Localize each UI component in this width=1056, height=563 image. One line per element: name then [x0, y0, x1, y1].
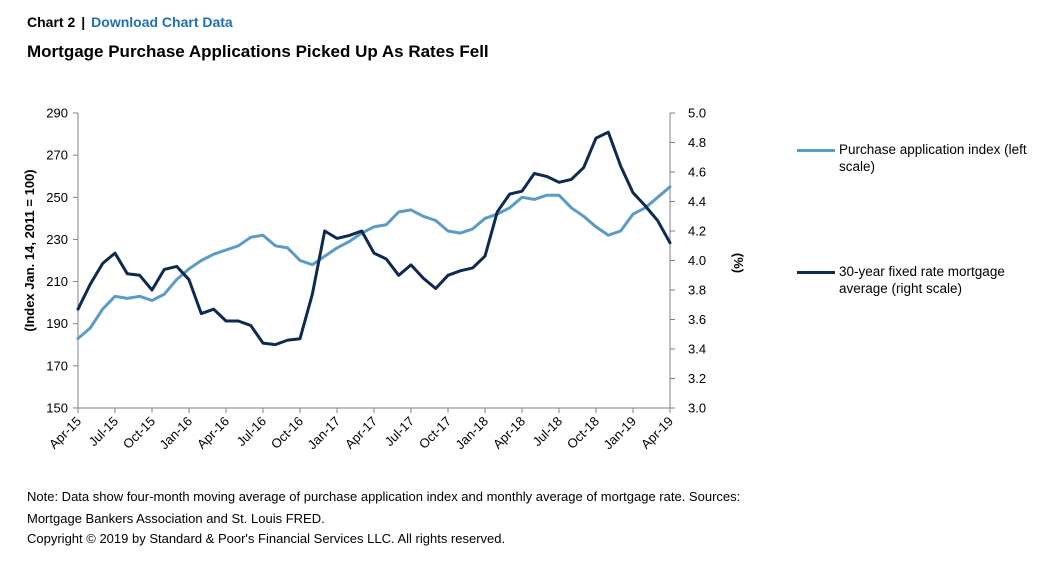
x-tick-label: Jul-15	[85, 414, 121, 450]
y-tick-label-right: 4.2	[688, 224, 706, 239]
x-tick-label: Jul-16	[233, 414, 269, 450]
x-tick-label: Jul-17	[381, 414, 417, 450]
y-tick-label-right: 4.6	[688, 165, 706, 180]
y-tick-label-right: 5.0	[688, 106, 706, 121]
legend-swatch-mortgage-rate	[797, 271, 835, 274]
x-tick-label: Apr-15	[46, 414, 84, 452]
y-tick-label-right: 4.4	[688, 194, 706, 209]
chart-number: Chart 2	[27, 14, 76, 30]
y-tick-label-right: 3.8	[688, 283, 706, 298]
legend-label-mortgage-rate: 30-year fixed rate mortgage average (rig…	[839, 264, 1005, 296]
y-tick-label-right: 4.8	[688, 135, 706, 150]
legend-label-purchase-index: Purchase application index (left scale)	[839, 142, 1027, 174]
y-tick-label-right: 3.4	[688, 342, 706, 357]
y-tick-label-right: 4.0	[688, 253, 706, 268]
y-tick-label-left: 230	[46, 232, 68, 247]
x-tick-label: Oct-18	[564, 414, 602, 452]
x-tick-label: Jan-16	[156, 414, 195, 453]
y-tick-label-left: 270	[46, 148, 68, 163]
y-tick-label-left: 170	[46, 358, 68, 373]
x-tick-label: Jan-17	[304, 414, 343, 453]
x-tick-label: Oct-15	[120, 414, 158, 452]
y-tick-label-right: 3.6	[688, 312, 706, 327]
chart-header: Chart 2 | Download Chart Data	[27, 14, 233, 30]
y-tick-label-left: 190	[46, 316, 68, 331]
x-tick-label: Apr-19	[638, 414, 676, 452]
download-chart-data-link[interactable]: Download Chart Data	[91, 14, 233, 30]
chart-title: Mortgage Purchase Applications Picked Up…	[27, 42, 489, 61]
x-tick-label: Oct-16	[268, 414, 306, 452]
y-tick-label-right: 3.0	[688, 401, 706, 416]
x-tick-label: Jan-19	[600, 414, 639, 453]
y-tick-label-left: 150	[46, 401, 68, 416]
x-tick-label: Oct-17	[416, 414, 454, 452]
copyright-notice: Copyright © 2019 by Standard & Poor's Fi…	[27, 531, 506, 546]
series-line-mortgage-rate	[76, 130, 672, 347]
y-axis-title-left: (Index Jan. 14, 2011 = 100)	[22, 169, 37, 331]
header-separator: |	[81, 14, 86, 30]
y-tick-label-left: 290	[46, 106, 68, 121]
x-tick-label: Jan-18	[452, 414, 491, 453]
chart-note: Note: Data show four-month moving averag…	[27, 489, 741, 526]
legend-swatch-purchase-index	[797, 149, 835, 152]
series-line-purchase-index	[76, 185, 672, 340]
y-axis-title-right: (%)	[731, 253, 746, 273]
x-tick-label: Apr-18	[490, 414, 528, 452]
y-tick-label-left: 210	[46, 274, 68, 289]
y-tick-label-left: 250	[46, 190, 68, 205]
x-tick-label: Apr-16	[194, 414, 232, 452]
y-tick-label-right: 3.2	[688, 371, 706, 386]
x-tick-label: Jul-18	[529, 414, 565, 450]
x-tick-label: Apr-17	[342, 414, 380, 452]
